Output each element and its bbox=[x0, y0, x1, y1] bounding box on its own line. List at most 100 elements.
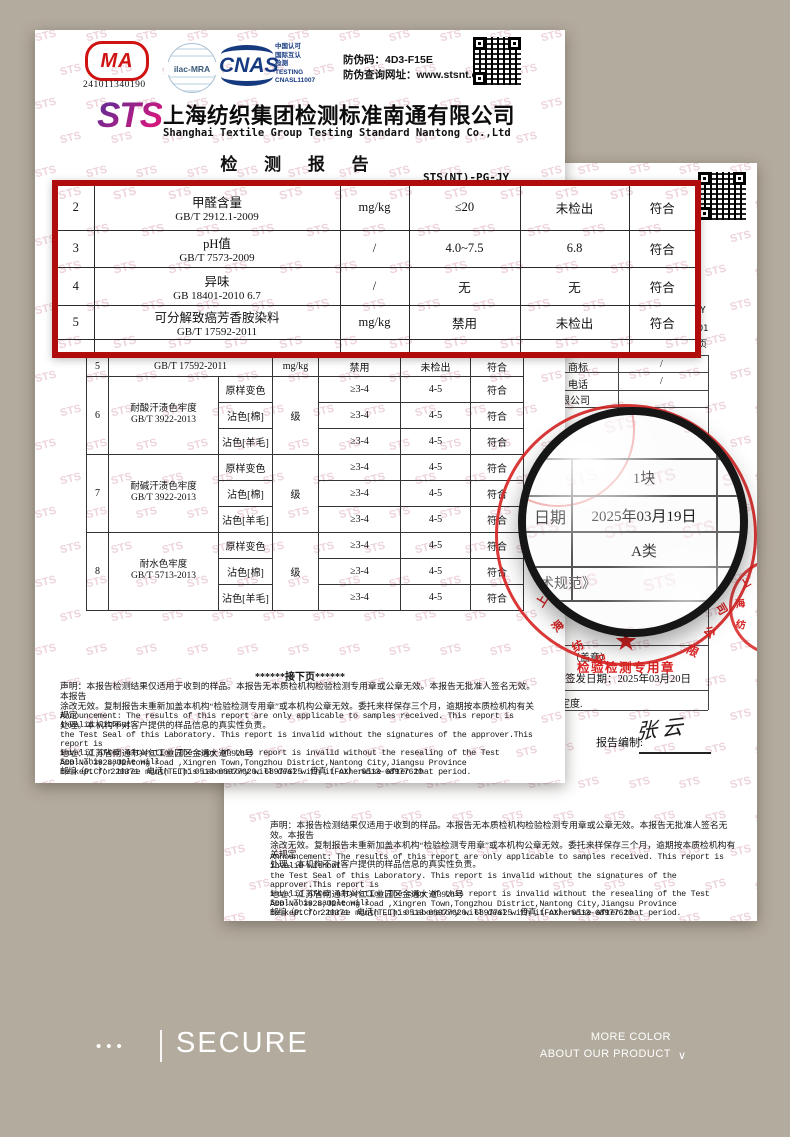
watermark-text: STS bbox=[680, 516, 718, 544]
magnified-table-line bbox=[526, 531, 740, 533]
watermark-text: STS bbox=[754, 194, 757, 212]
watermark-text: STS bbox=[754, 331, 757, 348]
watermark-text: STS bbox=[186, 778, 210, 783]
table-row: 5 GB/T 17592-2011 mg/kg 禁用 未检出 符合 bbox=[86, 358, 524, 377]
watermark-text: STS bbox=[754, 740, 757, 758]
magnified-date-label: 日期 bbox=[534, 510, 567, 527]
table-row: 4 异味 GB 18401-2010 6.7 / 无 无 符合 bbox=[58, 266, 695, 306]
cma-logo: MA bbox=[85, 41, 149, 81]
address-en-2: ADD:No.3928,Jintong road ,Xingren Town,T… bbox=[270, 899, 677, 909]
watermark-text: STS bbox=[526, 516, 561, 544]
menu-dots[interactable]: ••• bbox=[96, 1038, 127, 1055]
watermark-text: STS bbox=[754, 262, 757, 280]
magnified-quantity: 1块 bbox=[632, 471, 656, 487]
watermark-text: STS bbox=[577, 163, 601, 178]
chevron-down-icon[interactable]: ∨ bbox=[678, 1050, 687, 1062]
watermark-text: STS bbox=[489, 641, 513, 659]
watermark-layer: STSSTSSTSSTSSTSSTSSTSSTSSTSSTSSTSSTSSTSS… bbox=[526, 415, 740, 629]
results-table: 5 GB/T 17592-2011 mg/kg 禁用 未检出 符合 6 耐酸汗渍… bbox=[86, 358, 524, 611]
report-title: 检 测 报 告 bbox=[220, 155, 380, 174]
watermark-text: STS bbox=[678, 365, 702, 383]
more-color-label[interactable]: MORE COLOR bbox=[590, 1031, 671, 1043]
watermark-text: STS bbox=[703, 262, 728, 280]
watermark-text: STS bbox=[641, 463, 679, 491]
tail-text: 定度. bbox=[560, 699, 583, 710]
cnas-accreditation-text: 中国认可 国际互认 检测 TESTING CNASL11007 bbox=[275, 43, 316, 84]
address-en: ADD:No.3928,Jintong road ,Xingren Town,T… bbox=[60, 758, 467, 768]
company-name-cn: 上海纺织集团检测标准南通有限公司 bbox=[163, 104, 516, 128]
watermark-text: STS bbox=[728, 433, 753, 451]
magnifier-glass: STSSTSSTSSTSSTSSTSSTSSTSSTSSTSSTSSTSSTSS… bbox=[518, 407, 748, 637]
watermark-text: STS bbox=[388, 778, 412, 783]
table-row-stub bbox=[58, 338, 695, 352]
watermark-text: STS bbox=[224, 842, 247, 860]
highlighted-results-table: 2 甲醛含量 GB/T 2912.1-2009 mg/kg ≤20 未检出 符合 … bbox=[58, 186, 695, 352]
cma-number: 241011340190 bbox=[83, 80, 146, 90]
magnified-date-value: 2025年03月19日 bbox=[591, 509, 697, 525]
watermark-text: STS bbox=[539, 30, 564, 45]
clipped-page-label: 页 bbox=[698, 340, 708, 350]
watermark-text: STS bbox=[35, 778, 58, 783]
stamp-title: 检验检测专用章 bbox=[576, 661, 675, 675]
table-row: 2 甲醛含量 GB/T 2912.1-2009 mg/kg ≤20 未检出 符合 bbox=[58, 186, 695, 231]
watermark-text: STS bbox=[35, 95, 58, 113]
contact-2: 邮编（P.C）：226371 电话(TEL)：0513-68977620、689… bbox=[270, 908, 633, 918]
table-row: 沾色[羊毛] ≥3-4 4-5 符合 bbox=[87, 427, 524, 455]
watermark-text: STS bbox=[439, 778, 463, 783]
cma-text: MA bbox=[100, 49, 134, 72]
watermark-text: STS bbox=[35, 504, 58, 522]
magnified-table-line bbox=[571, 458, 573, 600]
watermark-text: STS bbox=[438, 641, 463, 659]
watermark-text: STS bbox=[563, 569, 600, 596]
magnified-content: STSSTSSTSSTSSTSSTSSTSSTSSTSSTSSTSSTSSTSS… bbox=[526, 415, 740, 629]
watermark-text: STS bbox=[539, 368, 564, 386]
divider bbox=[160, 1030, 162, 1062]
watermark-text: STS bbox=[59, 402, 83, 420]
watermark-text: STS bbox=[627, 365, 652, 383]
watermark-text: STS bbox=[388, 641, 412, 659]
table-row: 5 可分解致癌芳香胺染料 GB/T 17592-2011 mg/kg 禁用 未检出… bbox=[58, 304, 695, 340]
magnified-table-line bbox=[526, 458, 740, 460]
watermark-text: STS bbox=[754, 672, 757, 689]
cnas-logo: CNAS bbox=[219, 45, 279, 86]
watermark-text: STS bbox=[84, 641, 109, 659]
watermark-text: STS bbox=[236, 641, 260, 659]
address-cn-2: 地址：江苏省南通市兴仁工业园区金通大道3928号 bbox=[270, 889, 464, 899]
anti-fake-url: 防伪查询网址：www.stsnt.cn bbox=[343, 69, 484, 81]
qr-code-2 bbox=[698, 172, 746, 220]
watermark-text: STS bbox=[59, 61, 83, 79]
watermark-text: STS bbox=[388, 30, 412, 45]
anti-fake-code: 防伪码：4D3-F15E bbox=[343, 54, 433, 66]
watermark-text: STS bbox=[35, 436, 58, 454]
watermark-text: STS bbox=[59, 470, 83, 488]
watermark-text: STS bbox=[135, 641, 159, 659]
compiler-signature: 张云 bbox=[635, 713, 689, 745]
watermark-text: STS bbox=[185, 641, 210, 659]
phone-value: / bbox=[660, 376, 663, 387]
watermark-text: STS bbox=[539, 709, 564, 727]
magnified-spec-text: 术规范》 bbox=[540, 577, 596, 592]
watermark-text: STS bbox=[678, 774, 702, 792]
watermark-text: STS bbox=[602, 622, 639, 629]
info-table-line bbox=[618, 355, 619, 407]
watermark-text: STS bbox=[84, 778, 108, 783]
sts-logo: STS bbox=[97, 96, 163, 135]
watermark-text: STS bbox=[703, 740, 728, 758]
about-product-label[interactable]: ABOUT OUR PRODUCT bbox=[539, 1048, 671, 1060]
watermark-text: STS bbox=[728, 706, 753, 724]
table-row: 8 耐水色牢度 GB/T 5713-2013 原样变色 级 ≥3-4 4-5 符合 bbox=[86, 531, 524, 611]
watermark-text: STS bbox=[286, 641, 311, 659]
brand-text: SECURE bbox=[176, 1027, 309, 1059]
ilac-mra-logo: ilac-MRA bbox=[164, 43, 220, 93]
watermark-text: STS bbox=[728, 228, 753, 246]
signature-underline bbox=[639, 752, 711, 754]
watermark-text: STS bbox=[539, 95, 564, 113]
magnified-table-line bbox=[526, 600, 740, 602]
company-partial: 限公司 bbox=[560, 396, 590, 407]
table-row: 3 pH值 GB/T 7573-2009 / 4.0~7.5 6.8 符合 bbox=[58, 229, 695, 268]
statement-cn-2: 声明：本报告检测结果仅适用于收到的样品。本报告无本质检机构检验检测专用章或公章无… bbox=[270, 820, 736, 870]
watermark-text: STS bbox=[135, 778, 159, 783]
watermark-text: STS bbox=[35, 368, 58, 386]
ilac-mra-text: ilac-MRA bbox=[164, 62, 220, 75]
